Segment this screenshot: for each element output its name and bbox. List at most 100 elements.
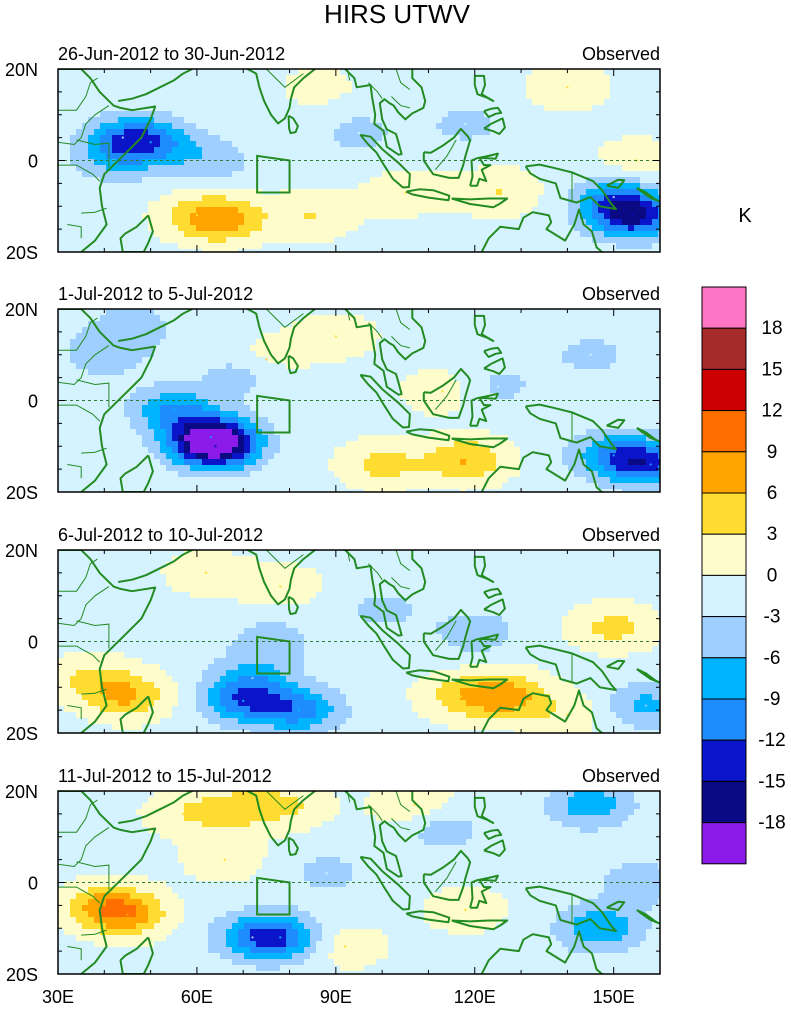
anomaly-point: [149, 141, 152, 144]
anomaly-point: [279, 936, 282, 939]
study-region-box: [256, 635, 291, 675]
anomaly-point: [589, 803, 592, 806]
coastline: [344, 69, 427, 156]
colorbar-level-label: -12: [758, 730, 785, 751]
coastlines: [58, 791, 660, 974]
boundary: [391, 96, 411, 109]
coastline: [287, 595, 299, 615]
anomaly-point: [195, 214, 199, 217]
coastline: [469, 633, 499, 668]
boundary: [81, 447, 107, 454]
coastline: [483, 839, 506, 857]
coastline: [405, 910, 451, 924]
coastline: [483, 117, 506, 135]
boundary: [391, 818, 411, 831]
colorbar-level-label: 9: [767, 442, 778, 463]
boundary: [81, 929, 107, 936]
colorbar-swatch: [701, 533, 747, 576]
coastline: [636, 668, 660, 684]
boundary: [67, 946, 82, 961]
anomaly-point: [649, 463, 652, 466]
anomaly-markers: [103, 326, 652, 466]
panel-source-label: Observed: [582, 766, 660, 786]
coastline: [469, 874, 499, 909]
coastline: [344, 791, 427, 878]
coastline: [483, 106, 503, 118]
boundary: [391, 336, 411, 349]
coastline: [469, 152, 499, 187]
colorbar-swatch: [701, 698, 747, 741]
anomaly-point: [380, 463, 384, 466]
coastlines: [58, 309, 660, 492]
colorbar-swatch: [701, 492, 747, 535]
anomaly-field: [58, 791, 660, 974]
anomaly-point: [103, 353, 106, 356]
anomaly-point: [644, 704, 648, 707]
y-tick-label: 20N: [5, 60, 38, 80]
anomaly-point: [357, 131, 361, 135]
coastline: [236, 69, 316, 125]
coastline: [359, 855, 411, 911]
anomaly-point: [589, 353, 592, 356]
anomaly-point: [566, 86, 569, 89]
y-tick-label: 0: [28, 874, 38, 894]
coastline: [118, 550, 193, 583]
boundary: [58, 558, 98, 592]
coastline: [422, 367, 472, 419]
coastline: [118, 791, 193, 824]
boundary: [266, 309, 304, 328]
anomaly-point: [441, 390, 444, 393]
coastline: [359, 614, 411, 670]
coastline: [451, 919, 509, 931]
boundary: [58, 77, 98, 111]
coastline: [359, 133, 411, 189]
boundary: [266, 69, 304, 88]
boundary: [58, 105, 110, 146]
coastline: [473, 314, 495, 342]
boundary: [58, 645, 101, 663]
coastline: [606, 418, 626, 429]
coastline: [483, 828, 503, 840]
anomaly-point: [316, 86, 319, 89]
coastline: [405, 428, 451, 442]
coastline: [405, 669, 451, 683]
coastline: [636, 187, 660, 203]
coastlines: [58, 69, 660, 252]
boundary: [76, 620, 110, 649]
boundary: [395, 309, 411, 331]
coastline: [473, 796, 495, 824]
boundary: [58, 886, 101, 904]
colorbar-swatch: [701, 574, 747, 618]
coastline: [118, 69, 193, 102]
colorbar-swatch: [701, 410, 747, 453]
anomaly-point: [612, 195, 615, 199]
study-region-box: [256, 154, 291, 194]
coastline: [422, 127, 472, 179]
colorbar-swatch: [701, 739, 747, 782]
boundary: [367, 563, 383, 580]
coastline: [473, 555, 495, 583]
coastline: [236, 550, 316, 606]
anomaly-point: [343, 945, 347, 948]
anomaly-point: [473, 631, 476, 634]
x-tick-label: 150E: [593, 987, 635, 1007]
coastline: [119, 214, 154, 252]
y-tick-label: 20S: [6, 483, 38, 503]
y-tick-label: 20N: [5, 782, 38, 802]
coastline: [451, 437, 509, 449]
colorbar-swatch: [701, 822, 747, 865]
boundary: [346, 550, 351, 562]
boundary: [346, 69, 351, 81]
anomaly-point: [464, 458, 467, 462]
coastline: [524, 885, 617, 932]
coastline: [606, 178, 626, 189]
x-tick-label: 120E: [454, 987, 496, 1007]
colorbar-swatch: [701, 657, 747, 700]
anomaly-point: [251, 676, 254, 680]
anomaly-point: [279, 585, 282, 588]
anomaly-field: [58, 69, 660, 252]
anomaly-point: [126, 913, 129, 916]
colorbar-level-label: 12: [761, 401, 782, 422]
boundary: [81, 688, 107, 695]
